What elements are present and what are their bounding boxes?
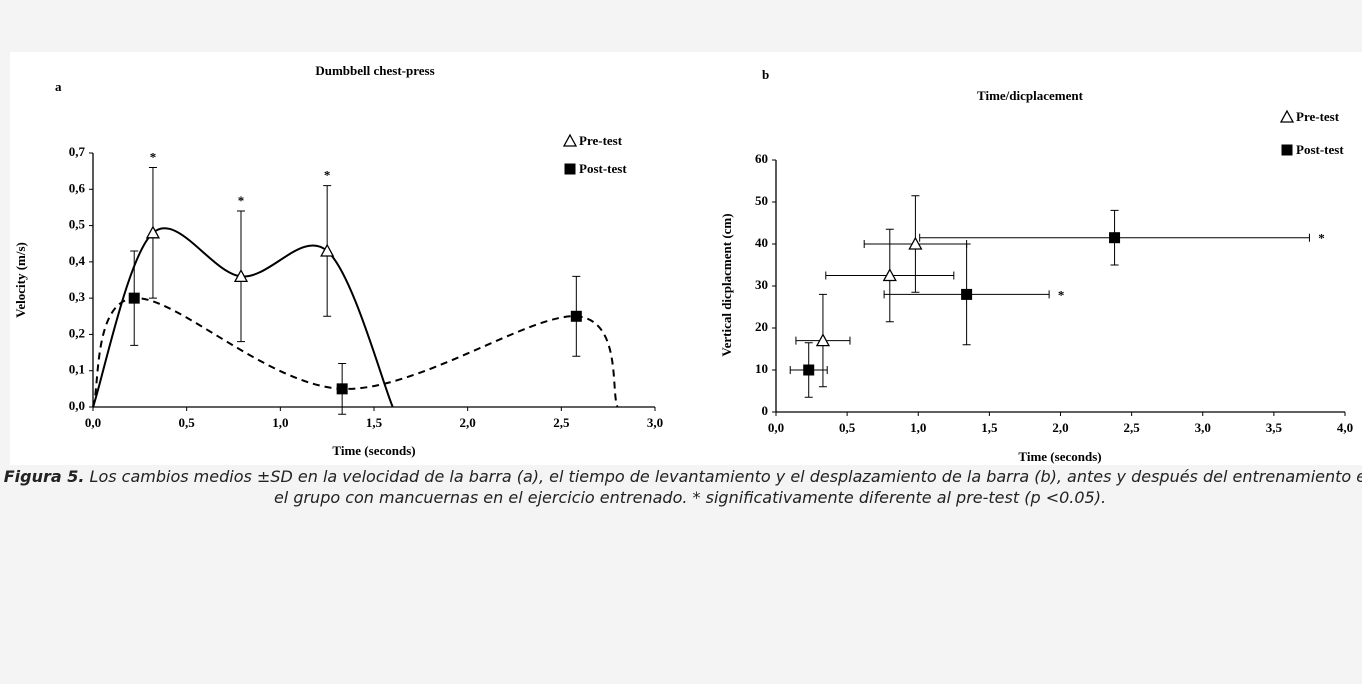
- legend-label: Post-test: [1296, 142, 1344, 157]
- legend-label: Pre-test: [1296, 109, 1340, 124]
- marker: [564, 163, 576, 175]
- y-tick-label: 0: [762, 403, 769, 418]
- marker: [908, 236, 923, 250]
- significance-mark: *: [150, 149, 157, 164]
- marker: [1109, 232, 1121, 244]
- panel-label: a: [55, 79, 62, 94]
- x-tick-label: 2,5: [1124, 420, 1141, 435]
- marker: [570, 310, 582, 322]
- y-axis-label: Vertical dicplacment (cm): [719, 213, 734, 356]
- significance-mark: *: [324, 168, 331, 183]
- y-tick-label: 0,1: [69, 362, 85, 377]
- x-axis-label: Time (seconds): [332, 443, 415, 458]
- line: [92, 227, 394, 408]
- x-tick-label: 2,5: [553, 415, 570, 430]
- marker: [961, 288, 973, 300]
- marker: [562, 133, 578, 147]
- marker: [803, 364, 815, 376]
- x-tick-label: 3,0: [647, 415, 663, 430]
- y-tick-label: 30: [755, 277, 768, 292]
- y-tick-label: 0,3: [69, 289, 86, 304]
- marker: [1281, 144, 1293, 156]
- caption-label: Figura 5.: [3, 467, 85, 486]
- x-tick-label: 0,5: [839, 420, 856, 435]
- significance-mark: *: [238, 193, 245, 208]
- legend-label: Post-test: [579, 161, 627, 176]
- chart: Dumbbell chest-press a Velocity (m/s) Time …: [13, 63, 1353, 464]
- line: [92, 297, 619, 408]
- x-tick-label: 0,0: [768, 420, 784, 435]
- marker: [815, 333, 831, 347]
- x-axis-label: Time (seconds): [1018, 449, 1101, 464]
- panel-label: b: [762, 67, 769, 82]
- x-tick-label: 1,5: [981, 420, 998, 435]
- marker: [128, 292, 140, 304]
- marker: [145, 225, 161, 239]
- x-tick-label: 3,0: [1195, 420, 1211, 435]
- caption-text: Los cambios medios ±SD en la velocidad d…: [89, 467, 1362, 507]
- marker: [320, 243, 335, 257]
- chart-title: Time/dicplacement: [977, 88, 1084, 103]
- y-axis-label: Velocity (m/s): [13, 242, 28, 318]
- marker: [233, 269, 249, 283]
- y-tick-label: 10: [755, 361, 768, 376]
- y-tick-label: 0,7: [69, 144, 86, 159]
- marker: [1279, 109, 1295, 123]
- x-tick-label: 0,0: [85, 415, 101, 430]
- y-tick-label: 0,0: [69, 398, 85, 413]
- x-tick-label: 4,0: [1337, 420, 1353, 435]
- x-tick-label: 1,0: [272, 415, 288, 430]
- x-tick-label: 0,5: [179, 415, 196, 430]
- y-tick-label: 0,4: [69, 253, 86, 268]
- marker: [336, 383, 348, 395]
- caption: Figura 5. Los cambios medios ±SD en la v…: [0, 466, 1362, 508]
- y-tick-label: 0,6: [69, 180, 86, 195]
- y-tick-label: 40: [755, 235, 768, 250]
- y-tick-label: 0,5: [69, 217, 86, 232]
- x-tick-label: 1,5: [366, 415, 383, 430]
- y-tick-label: 60: [755, 151, 768, 166]
- marker: [882, 268, 897, 282]
- chart-title: Dumbbell chest-press: [315, 63, 434, 78]
- figure: Dumbbell chest-press a Velocity (m/s) Time …: [10, 52, 1362, 465]
- x-tick-label: 3,5: [1266, 420, 1283, 435]
- y-tick-label: 50: [755, 193, 768, 208]
- significance-mark: *: [1318, 231, 1325, 246]
- significance-mark: *: [1058, 287, 1065, 302]
- y-tick-label: 20: [755, 319, 768, 334]
- legend-label: Pre-test: [579, 133, 623, 148]
- x-tick-label: 2,0: [460, 415, 476, 430]
- y-tick-label: 0,2: [69, 325, 85, 340]
- x-tick-label: 1,0: [910, 420, 926, 435]
- x-tick-label: 2,0: [1052, 420, 1068, 435]
